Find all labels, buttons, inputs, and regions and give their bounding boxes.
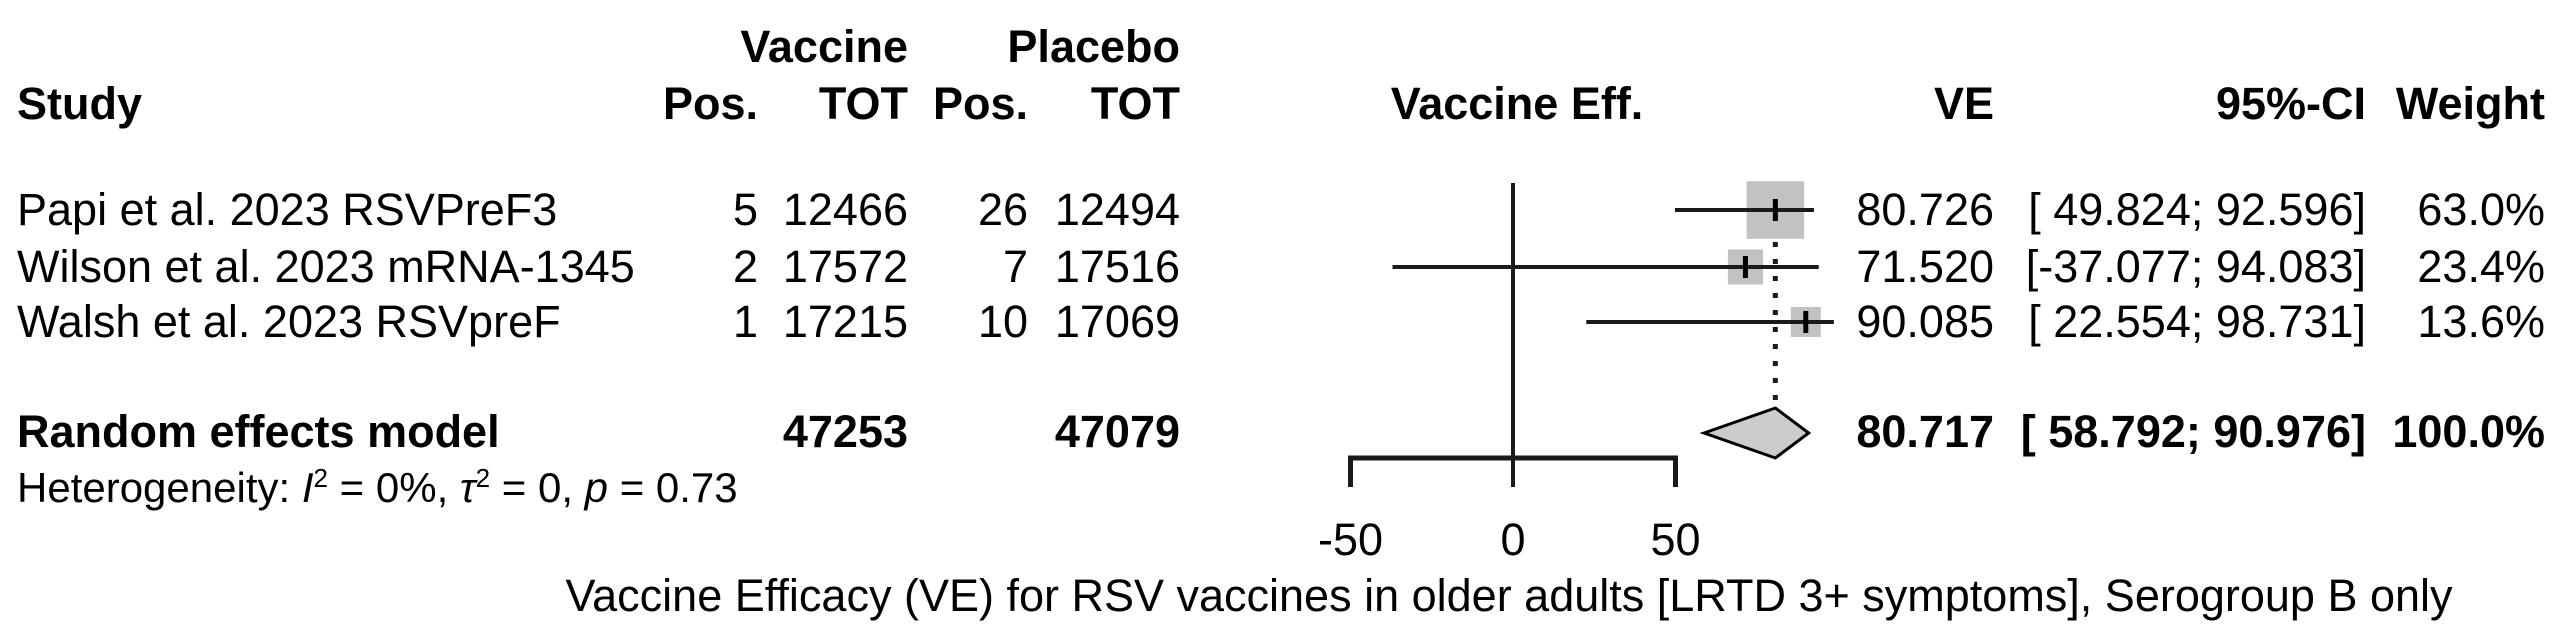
pooled-diamond [1699, 406, 1812, 460]
weight-value: 23.4% [2417, 241, 2545, 292]
ci-value: [-37.077; 94.083] [2025, 241, 2366, 292]
i-squared-symbol: I [301, 464, 314, 511]
study-label: Walsh et al. 2023 RSVpreF [17, 296, 561, 347]
i-squared-exponent: 2 [313, 463, 328, 493]
x-axis-tick-label: -50 [1317, 514, 1384, 565]
placebo-tot-value: 12494 [1054, 184, 1180, 235]
point-estimate-tick [1803, 311, 1809, 333]
study-label: Wilson et al. 2023 mRNA-1345 [17, 241, 635, 292]
pooled-vaccine-tot: 47253 [782, 406, 908, 457]
pooled-ci-value: [ 58.792; 90.976] [2020, 406, 2366, 457]
vaccine-tot-header: TOT [818, 78, 908, 129]
vaccine-pos-value: 2 [732, 241, 758, 292]
ve-value: 80.726 [1856, 184, 1994, 235]
vaccine-tot-value: 17215 [782, 296, 908, 347]
placebo-pos-value: 10 [977, 296, 1028, 347]
x-axis-tick-label: 50 [1650, 514, 1701, 565]
study-column-header: Study [17, 78, 143, 129]
effect-plot-header: Vaccine Eff. [1390, 78, 1644, 129]
tau-squared-value: = 0, [490, 464, 585, 511]
tau-squared-exponent: 2 [475, 463, 491, 493]
vaccine-tot-value: 17572 [782, 241, 908, 292]
point-estimate-tick [1772, 199, 1778, 221]
placebo-tot-header: TOT [1090, 78, 1180, 129]
p-value: = 0.73 [608, 464, 738, 511]
placebo-pos-header: Pos. [932, 78, 1028, 129]
heterogeneity-prefix: Heterogeneity: [17, 464, 302, 511]
weight-square [1727, 249, 1763, 285]
heterogeneity-stats: Heterogeneity: I2 = 0%, τ2 = 0, p = 0.73 [17, 462, 738, 514]
pooled-weight-value: 100.0% [2392, 406, 2545, 457]
weight-square [1746, 181, 1805, 239]
placebo-tot-value: 17069 [1054, 296, 1180, 347]
vaccine-tot-value: 12466 [782, 184, 908, 235]
ci-column-header: 95%-CI [2215, 78, 2366, 129]
i-squared-value: = 0%, [328, 464, 460, 511]
tau-squared-symbol: τ [459, 464, 476, 511]
placebo-pos-value: 7 [1002, 241, 1028, 292]
placebo-group-header: Placebo [1007, 21, 1180, 72]
placebo-tot-value: 17516 [1054, 241, 1180, 292]
pooled-placebo-tot: 47079 [1054, 406, 1180, 457]
pooled-model-label: Random effects model [17, 406, 500, 457]
x-axis-tick-label: 0 [1500, 514, 1526, 565]
weight-value: 63.0% [2417, 184, 2545, 235]
placebo-pos-value: 26 [977, 184, 1028, 235]
pooled-ve-value: 80.717 [1856, 406, 1994, 457]
weight-square [1790, 307, 1821, 337]
study-label: Papi et al. 2023 RSVPreF3 [17, 184, 558, 235]
vaccine-pos-value: 5 [732, 184, 758, 235]
p-symbol: p [584, 464, 609, 511]
point-estimate-tick [1742, 256, 1748, 278]
ve-value: 90.085 [1856, 296, 1994, 347]
ci-value: [ 49.824; 92.596] [2028, 184, 2366, 235]
ci-value: [ 22.554; 98.731] [2028, 296, 2366, 347]
ve-column-header: VE [1933, 78, 1994, 129]
vaccine-group-header: Vaccine [740, 21, 908, 72]
figure-caption: Vaccine Efficacy (VE) for RSV vaccines i… [565, 570, 2453, 621]
vaccine-pos-value: 1 [732, 296, 758, 347]
x-axis-line [1348, 455, 1678, 487]
vaccine-pos-header: Pos. [662, 78, 758, 129]
weight-column-header: Weight [2395, 78, 2545, 129]
ve-value: 71.520 [1856, 241, 1994, 292]
weight-value: 13.6% [2417, 296, 2545, 347]
